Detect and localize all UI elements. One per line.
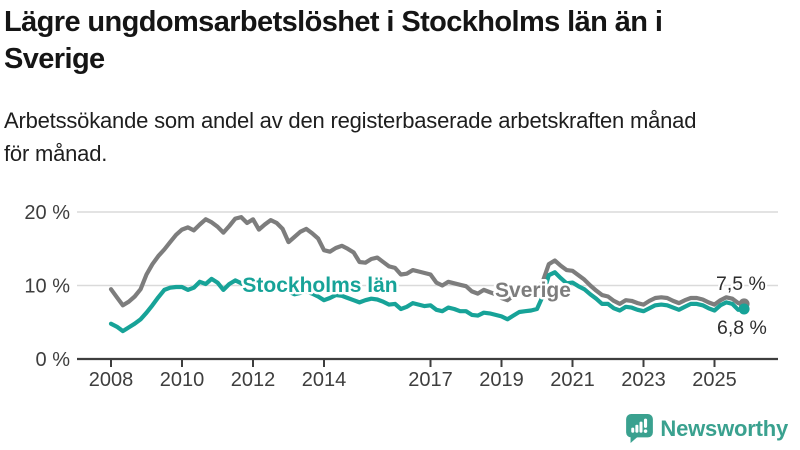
x-tick-label: 2021 (550, 369, 595, 391)
stockholms-lan-end-dot (738, 303, 750, 315)
stockholms-lan-end-value-label: 6,8 % (717, 317, 767, 339)
stockholms-lan-line (108, 270, 747, 334)
chart-subtitle-line1: Arbetssökande som andel av den registerb… (4, 108, 697, 133)
chart-title: Lägre ungdomsarbetslöshet i Stockholms l… (4, 4, 784, 77)
x-tick-label: 2025 (692, 369, 737, 391)
newsworthy-logo[interactable]: Newsworthy (626, 414, 788, 443)
sverige-end-value-label: 7,5 % (716, 273, 766, 295)
x-tick-label: 2017 (408, 369, 453, 391)
brand-name: Newsworthy (660, 415, 788, 441)
x-tick-label: 2010 (160, 369, 205, 391)
sverige-series-label: Sverige (495, 279, 571, 302)
x-tick-label: 2014 (302, 369, 347, 391)
sverige-line (108, 215, 747, 308)
y-tick-label: 0 % (36, 349, 71, 371)
x-tick-label: 2012 (231, 369, 276, 391)
y-tick-label: 10 % (24, 276, 70, 298)
chart-title-line2: Sverige (4, 42, 105, 75)
chart-subtitle: Arbetssökande som andel av den registerb… (4, 104, 794, 171)
x-tick-label: 2008 (89, 369, 134, 391)
x-tick-label: 2019 (479, 369, 524, 391)
x-tick-label: 2023 (621, 369, 666, 391)
speech-bubble-bar-chart-exclamation-icon (626, 414, 654, 443)
stockholms-lan-series-label: Stockholms län (242, 274, 397, 297)
chart-subtitle-line2: för månad. (4, 141, 108, 167)
y-tick-label: 20 % (24, 202, 70, 224)
chart-title-line1: Lägre ungdomsarbetslöshet i Stockholms l… (4, 6, 663, 38)
